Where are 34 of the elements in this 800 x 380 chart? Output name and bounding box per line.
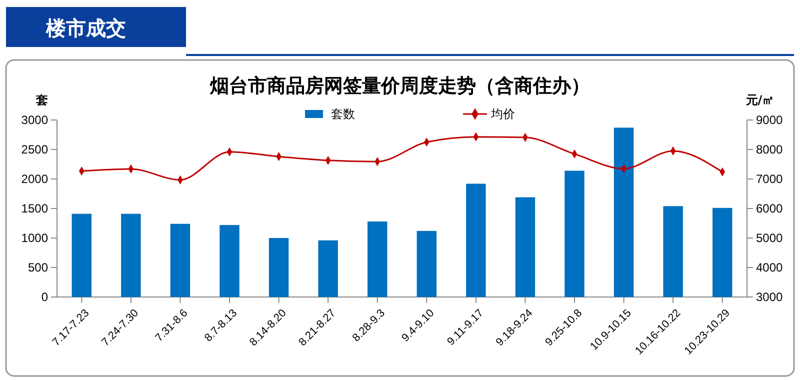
y2-axis-title: 元/㎡ xyxy=(744,93,774,107)
text: 楼市成交 xyxy=(45,16,126,40)
bar xyxy=(712,208,732,297)
bar xyxy=(614,128,634,297)
y-tick-label: 1000 xyxy=(21,230,48,245)
y-axis-title: 套 xyxy=(35,93,48,107)
legend-label: 均价 xyxy=(490,107,515,121)
bar xyxy=(564,170,584,297)
y-tick-label: 3000 xyxy=(21,112,48,127)
y2-tick-label: 8000 xyxy=(756,142,784,156)
legend-label: 套数 xyxy=(331,107,355,121)
y2-tick-label: 7000 xyxy=(756,172,784,186)
y2-tick-label: 3000 xyxy=(756,290,784,304)
bar xyxy=(121,214,141,297)
bar xyxy=(368,221,388,297)
bar xyxy=(416,230,436,297)
y2-tick-label: 5000 xyxy=(756,230,784,245)
chart-title: 烟台市商品房网签量价周度走势（含商住办） xyxy=(209,75,590,97)
bar xyxy=(72,214,92,297)
y-tick-label: 0 xyxy=(41,290,48,304)
y2-tick-label: 6000 xyxy=(756,201,784,216)
bar xyxy=(466,184,486,297)
bar xyxy=(220,225,240,297)
y-tick-label: 1500 xyxy=(21,201,48,216)
y-tick-label: 2000 xyxy=(21,172,48,186)
bar xyxy=(663,206,683,297)
y2-tick-label: 4000 xyxy=(756,260,784,274)
bar xyxy=(170,224,190,297)
bar xyxy=(515,197,536,297)
bar xyxy=(268,238,289,297)
y-tick-label: 500 xyxy=(28,260,48,274)
y-tick-label: 2500 xyxy=(21,142,48,156)
bar xyxy=(318,240,338,297)
y2-tick-label: 9000 xyxy=(756,112,784,127)
